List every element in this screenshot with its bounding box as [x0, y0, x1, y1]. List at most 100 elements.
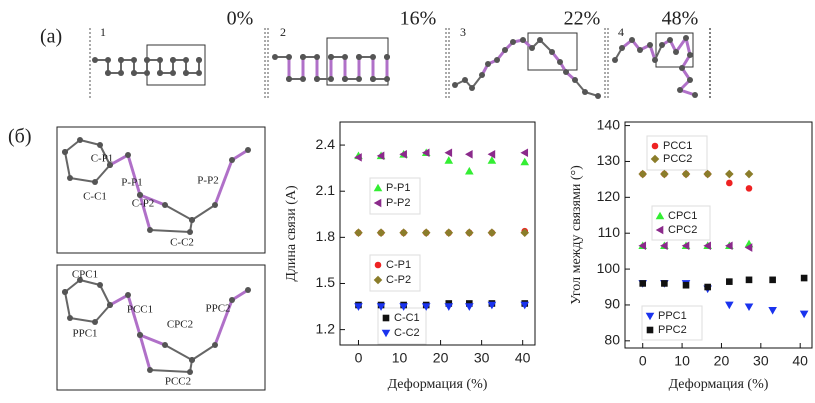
- figure: (a) (б) 10%216%322%448%C-P1P-P1P-P2C-C1C…: [0, 0, 815, 403]
- atom: [183, 70, 189, 76]
- atom: [92, 179, 98, 185]
- atom: [125, 292, 131, 298]
- x-tick-label: 20: [714, 353, 730, 369]
- point: [726, 278, 733, 285]
- point: [422, 228, 431, 237]
- atom: [452, 82, 458, 88]
- atom: [157, 57, 163, 63]
- bond-label: C-C1: [83, 191, 107, 203]
- angle-label: CPC1: [72, 269, 98, 281]
- point: [768, 307, 777, 315]
- bond: [165, 205, 192, 220]
- atom: [105, 57, 111, 63]
- bond: [65, 152, 70, 178]
- bond: [70, 318, 95, 322]
- bond: [192, 205, 215, 220]
- atom: [189, 217, 195, 223]
- atom: [245, 287, 251, 293]
- atom: [652, 57, 658, 63]
- point: [354, 228, 363, 237]
- atom: [384, 76, 390, 82]
- legend-label: C-P2: [386, 274, 411, 286]
- atom: [189, 357, 195, 363]
- atom: [342, 76, 348, 82]
- frame-number: 3: [460, 25, 466, 39]
- legend-marker: [383, 315, 390, 322]
- atom: [286, 76, 292, 82]
- x-axis-title: Деформация (%): [669, 377, 769, 392]
- bond: [95, 305, 110, 322]
- atom: [105, 70, 111, 76]
- y-tick-label: 90: [604, 296, 620, 312]
- point: [769, 277, 776, 284]
- x-tick-label: 20: [433, 350, 449, 366]
- y-axis-title: Длина связи (A): [284, 185, 299, 282]
- x-tick-label: 30: [753, 353, 769, 369]
- atom: [162, 202, 168, 208]
- legend-label: P-P2: [386, 197, 410, 209]
- atom: [131, 57, 137, 63]
- atom: [687, 52, 693, 58]
- bond: [80, 280, 100, 285]
- atom: [637, 47, 643, 53]
- point: [465, 228, 474, 237]
- point: [488, 228, 497, 237]
- plot-frame: [340, 122, 535, 345]
- atom: [370, 76, 376, 82]
- legend-label: C-C1: [394, 312, 420, 324]
- bond: [65, 292, 70, 318]
- atom: [469, 85, 475, 91]
- y-tick-label: 120: [597, 188, 621, 204]
- atom: [679, 65, 685, 71]
- atom: [595, 93, 601, 99]
- point: [465, 167, 474, 175]
- atom: [125, 152, 131, 158]
- atom: [62, 289, 68, 295]
- point: [520, 148, 528, 157]
- bond: [100, 285, 110, 305]
- strain-label: 48%: [662, 8, 699, 30]
- y-tick-label: 80: [604, 332, 620, 348]
- atom: [62, 149, 68, 155]
- bond: [95, 165, 110, 182]
- atom: [384, 54, 390, 60]
- x-tick-label: 40: [792, 353, 808, 369]
- angle-label: PPC1: [72, 328, 97, 340]
- atom: [659, 42, 665, 48]
- point: [465, 303, 474, 311]
- legend-marker: [647, 327, 654, 334]
- point: [661, 280, 668, 287]
- y-tick-label: 1.8: [316, 228, 336, 244]
- atom: [196, 70, 202, 76]
- atom: [131, 70, 137, 76]
- atom: [485, 61, 491, 67]
- strain-label: 0%: [227, 8, 254, 30]
- bond: [150, 370, 190, 372]
- atom: [356, 54, 362, 60]
- atom: [479, 72, 485, 78]
- point: [725, 302, 734, 310]
- point: [444, 303, 453, 311]
- y-axis-title: Угол между связями (°): [569, 165, 584, 305]
- atom: [510, 39, 516, 45]
- y-tick-label: 130: [597, 152, 621, 168]
- point: [520, 158, 529, 166]
- bond: [80, 140, 100, 145]
- frame-separators: [90, 28, 710, 100]
- atom: [300, 76, 306, 82]
- atom: [196, 57, 202, 63]
- atom: [272, 54, 278, 60]
- bond: [150, 230, 190, 232]
- point: [638, 170, 647, 179]
- atom: [667, 37, 673, 43]
- point: [704, 284, 711, 291]
- atom: [314, 54, 320, 60]
- point: [725, 170, 734, 179]
- point: [746, 185, 753, 192]
- atom: [673, 49, 679, 55]
- atom: [537, 37, 543, 43]
- point: [801, 275, 808, 282]
- x-tick-label: 0: [639, 353, 647, 369]
- legend-label: CPC1: [668, 210, 697, 222]
- atom: [187, 229, 193, 235]
